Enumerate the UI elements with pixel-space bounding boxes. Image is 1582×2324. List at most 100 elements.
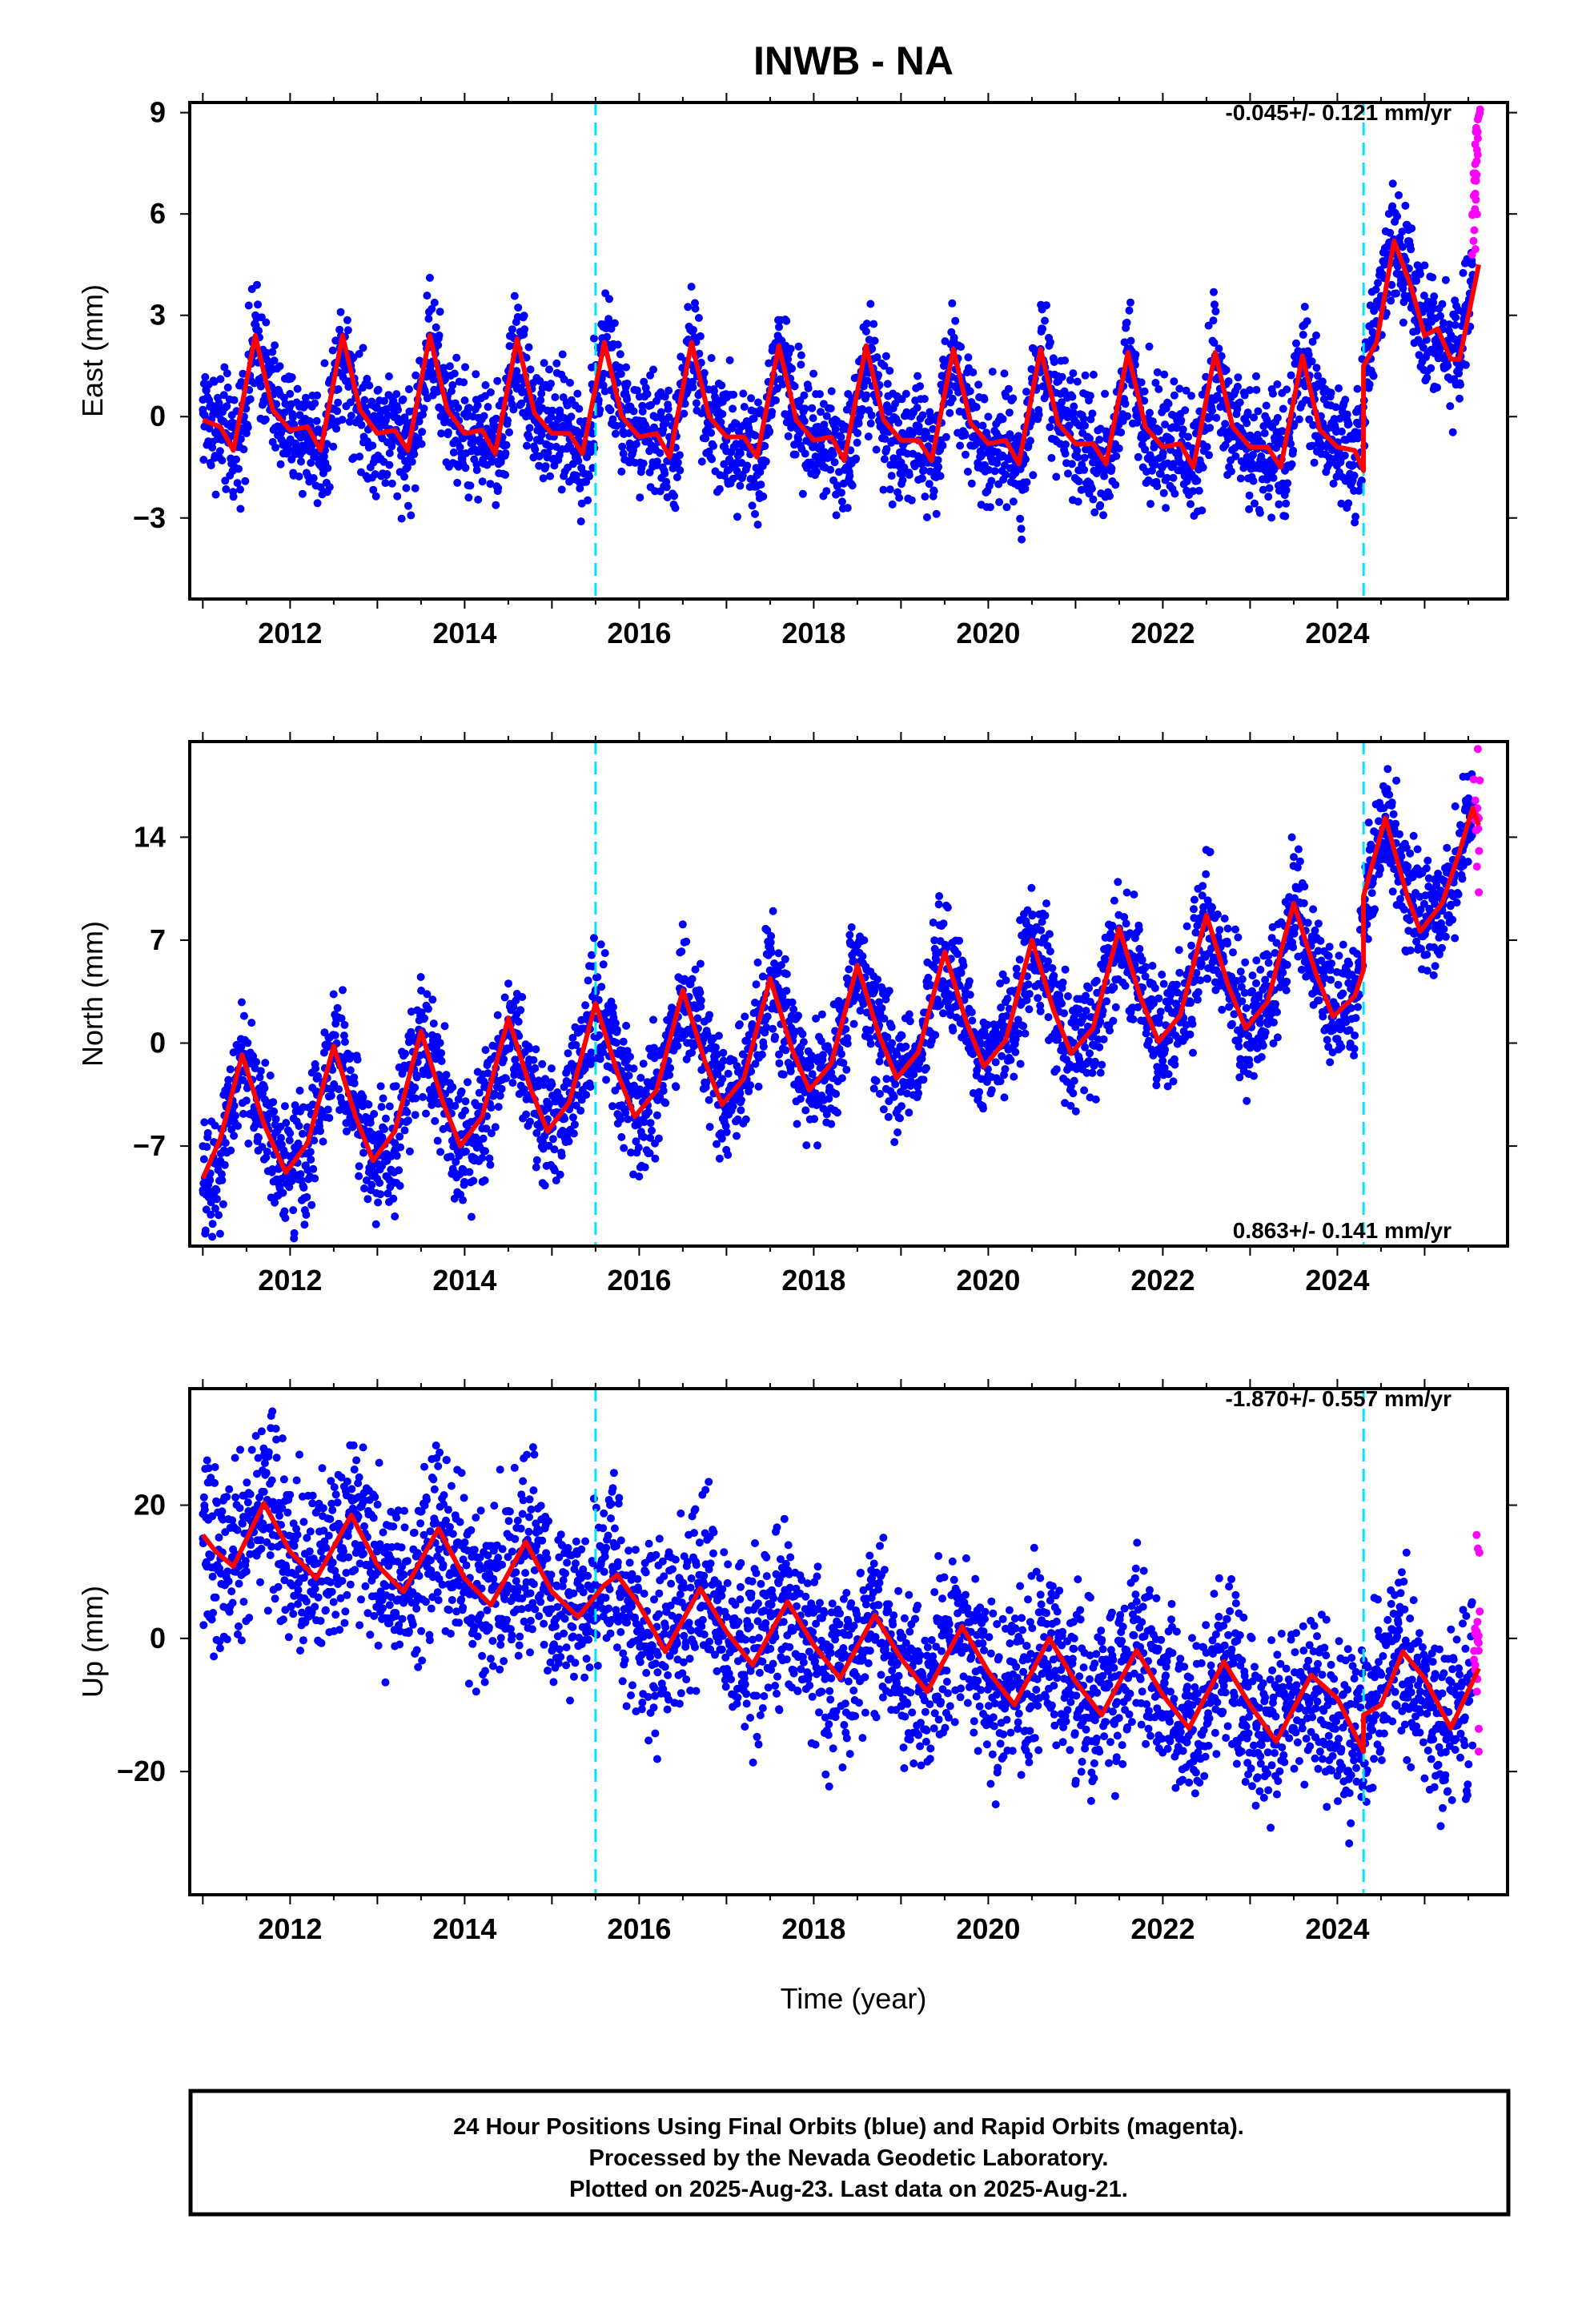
- final-orbit-point: [665, 386, 673, 395]
- final-orbit-point: [930, 487, 938, 496]
- final-orbit-point: [1187, 392, 1195, 400]
- final-orbit-point: [791, 450, 800, 459]
- final-orbit-point: [800, 417, 809, 425]
- final-orbit-point: [1279, 404, 1287, 413]
- final-orbit-point: [271, 443, 280, 452]
- final-orbit-point: [713, 1070, 722, 1079]
- final-orbit-point: [357, 420, 366, 429]
- final-orbit-point: [596, 940, 605, 949]
- final-orbit-point: [1215, 344, 1223, 353]
- final-orbit-point: [412, 1094, 420, 1103]
- final-orbit-point: [749, 414, 758, 423]
- final-orbit-point: [283, 446, 292, 455]
- final-orbit-point: [1081, 421, 1090, 430]
- final-orbit-point: [359, 1148, 367, 1157]
- final-orbit-point: [254, 300, 262, 309]
- final-orbit-point: [341, 366, 350, 374]
- final-orbit-point: [775, 1059, 784, 1068]
- final-orbit-point: [217, 1170, 226, 1179]
- final-orbit-point: [822, 487, 831, 496]
- final-orbit-point: [1327, 388, 1335, 397]
- final-orbit-point: [1006, 433, 1015, 442]
- final-orbit-point: [691, 965, 700, 974]
- final-orbit-point: [1074, 453, 1082, 462]
- final-orbit-point: [224, 1076, 233, 1084]
- final-orbit-point: [1307, 357, 1316, 366]
- final-orbit-point: [436, 1039, 444, 1047]
- final-orbit-point: [1312, 331, 1320, 340]
- final-orbit-point: [733, 1062, 741, 1071]
- final-orbit-point: [433, 1136, 442, 1145]
- final-orbit-point: [545, 1100, 553, 1108]
- final-orbit-point: [1150, 460, 1159, 469]
- final-orbit-point: [241, 476, 250, 485]
- final-orbit-point: [772, 396, 780, 404]
- final-orbit-point: [1252, 372, 1260, 380]
- final-orbit-point: [894, 418, 903, 427]
- final-orbit-point: [512, 996, 520, 1005]
- final-orbit-point: [258, 1143, 267, 1152]
- final-orbit-point: [381, 1114, 390, 1123]
- final-orbit-point: [697, 996, 705, 1005]
- final-orbit-point: [1169, 473, 1178, 482]
- final-orbit-point: [796, 1095, 805, 1104]
- final-orbit-point: [353, 1055, 362, 1064]
- final-orbit-point: [512, 367, 521, 376]
- final-orbit-point: [320, 359, 329, 368]
- final-orbit-point: [1087, 485, 1096, 493]
- final-orbit-point: [778, 380, 787, 388]
- final-orbit-point: [757, 480, 765, 489]
- final-orbit-point: [544, 448, 552, 457]
- final-orbit-point: [1090, 508, 1099, 517]
- final-orbit-point: [712, 1043, 720, 1051]
- final-orbit-point: [797, 360, 805, 369]
- final-orbit-point: [230, 1101, 239, 1110]
- final-orbit-point: [782, 316, 791, 325]
- final-orbit-point: [329, 442, 338, 451]
- final-orbit-point: [1351, 518, 1359, 527]
- final-orbit-point: [404, 385, 413, 393]
- final-orbit-point: [671, 504, 680, 513]
- final-orbit-point: [1112, 452, 1121, 460]
- final-orbit-point: [412, 1073, 421, 1082]
- final-orbit-point: [491, 422, 500, 431]
- final-orbit-point: [363, 1195, 372, 1204]
- final-orbit-point: [729, 390, 738, 399]
- final-orbit-point: [978, 421, 987, 430]
- final-orbit-point: [861, 327, 870, 336]
- final-orbit-point: [724, 1151, 733, 1160]
- final-orbit-point: [394, 405, 403, 414]
- final-orbit-point: [286, 389, 295, 398]
- final-orbit-point: [1106, 492, 1114, 501]
- rapid-orbit-point: [1471, 245, 1480, 254]
- final-orbit-point: [1198, 506, 1207, 515]
- final-orbit-point: [1146, 408, 1154, 417]
- final-orbit-point: [986, 503, 994, 512]
- final-orbit-point: [223, 383, 232, 392]
- final-orbit-point: [1170, 391, 1178, 400]
- final-orbit-point: [1212, 413, 1221, 422]
- final-orbit-point: [640, 1118, 648, 1127]
- final-orbit-point: [1283, 479, 1292, 488]
- final-orbit-point: [550, 1166, 559, 1175]
- final-orbit-point: [1088, 409, 1097, 418]
- final-orbit-point: [395, 1166, 404, 1175]
- final-orbit-point: [494, 484, 503, 493]
- final-orbit-point: [206, 1176, 215, 1184]
- final-orbit-point: [695, 349, 704, 358]
- final-orbit-point: [210, 377, 219, 386]
- final-orbit-point: [268, 348, 277, 356]
- final-orbit-point: [882, 401, 891, 410]
- final-orbit-point: [1407, 224, 1416, 233]
- final-orbit-point: [227, 1125, 236, 1134]
- final-orbit-point: [964, 353, 973, 362]
- final-orbit-point: [380, 1125, 388, 1133]
- x-tick-label: 2020: [956, 617, 1020, 649]
- final-orbit-point: [769, 1024, 777, 1033]
- final-orbit-point: [350, 1073, 359, 1082]
- final-orbit-point: [532, 1163, 540, 1172]
- final-orbit-point: [1269, 389, 1277, 398]
- final-orbit-point: [1310, 458, 1319, 467]
- final-orbit-point: [1181, 406, 1190, 415]
- final-orbit-point: [1046, 423, 1054, 432]
